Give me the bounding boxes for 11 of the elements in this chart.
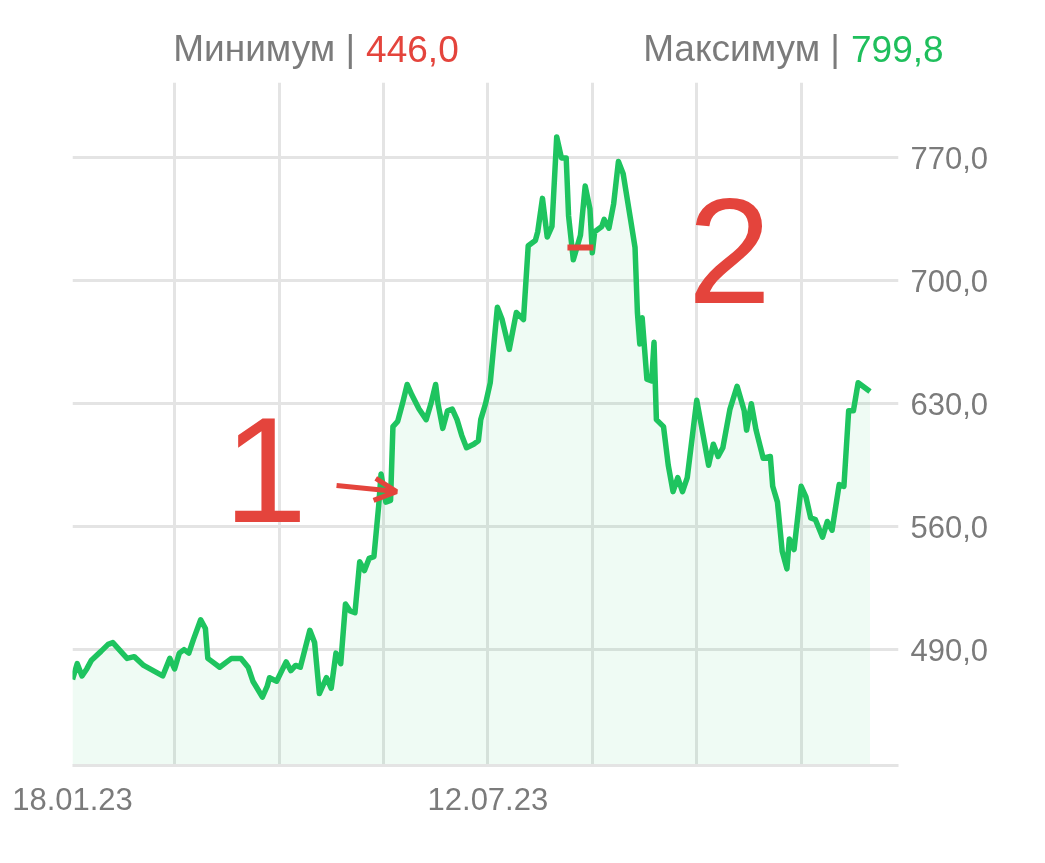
text: Максимум | 799,8 xyxy=(643,28,944,70)
text: Минимум | 446,0 xyxy=(173,28,459,70)
annotation: 2 xyxy=(687,166,772,335)
y-tick-label: 770,0 xyxy=(910,141,989,176)
x-tick-label: 18.01.23 xyxy=(12,781,133,817)
annotation: 1 xyxy=(223,385,308,554)
y-tick-label: 630,0 xyxy=(910,386,989,422)
y-tick-label: 700,0 xyxy=(910,263,989,299)
y-tick-label: 560,0 xyxy=(910,509,989,545)
y-tick-label: 490,0 xyxy=(910,632,989,668)
x-tick-label: 12.07.23 xyxy=(427,781,549,817)
